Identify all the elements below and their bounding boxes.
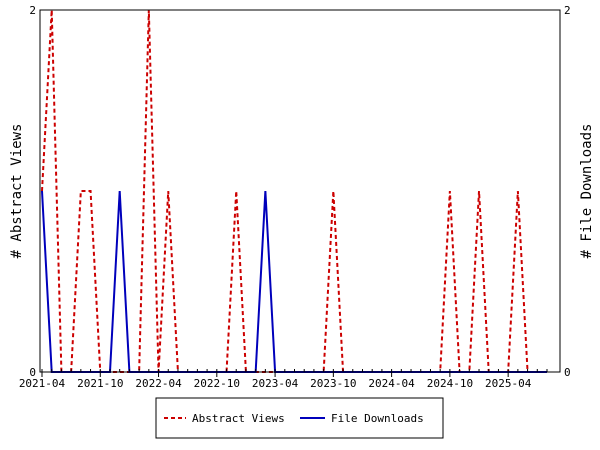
series-line-abstract-views <box>41 9 547 373</box>
x-tick-label: 2024-04 <box>368 377 415 390</box>
plot-frame <box>39 9 561 373</box>
legend-label-abstract-views: Abstract Views <box>192 412 285 425</box>
x-tick-label: 2025-04 <box>485 377 532 390</box>
y-axis-label-left: # Abstract Views <box>9 124 25 259</box>
x-tick-label: 2024-10 <box>427 377 473 390</box>
legend-box <box>155 397 444 439</box>
y-tick-label-left: 0 <box>29 366 36 379</box>
y-tick-label-right: 0 <box>564 366 571 379</box>
x-tick-label: 2023-10 <box>310 377 356 390</box>
x-tick-label: 2023-04 <box>252 377 299 390</box>
x-tick-label: 2021-04 <box>19 377 66 390</box>
y-axis-label-right: # File Downloads <box>579 124 595 259</box>
legend: Abstract Views File Downloads <box>155 397 444 439</box>
y-tick-label-right: 2 <box>564 4 571 17</box>
x-tick-label: 2022-04 <box>135 377 182 390</box>
x-tick-label: 2022-10 <box>194 377 240 390</box>
x-tick-label: 2021-10 <box>77 377 123 390</box>
y-tick-label-left: 2 <box>29 4 36 17</box>
legend-label-file-downloads: File Downloads <box>331 412 424 425</box>
